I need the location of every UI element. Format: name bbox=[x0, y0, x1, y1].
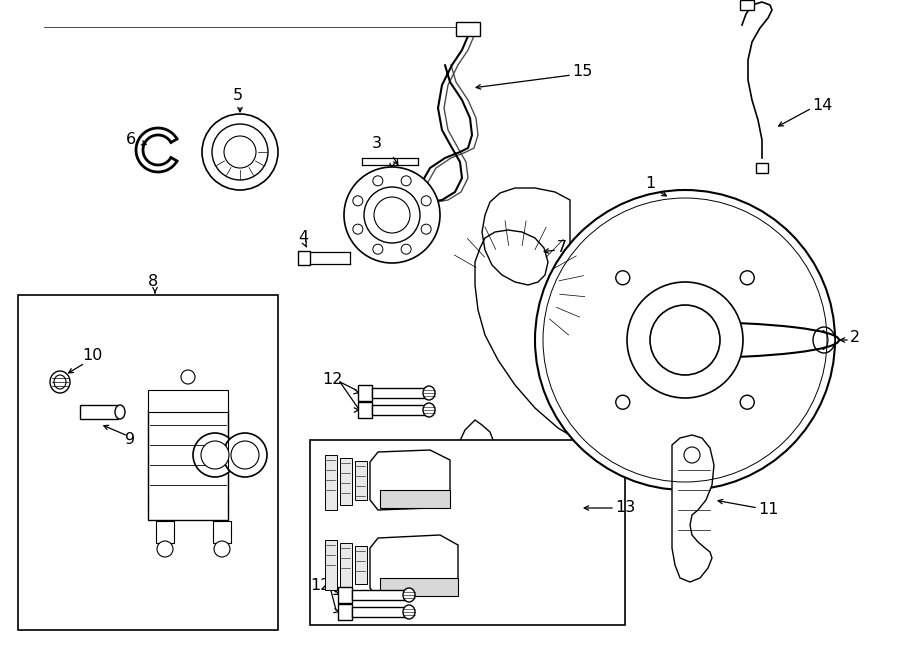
Text: 4: 4 bbox=[298, 231, 308, 245]
Bar bbox=[352, 607, 407, 617]
Circle shape bbox=[684, 447, 700, 463]
Text: 7: 7 bbox=[557, 241, 567, 256]
Bar bbox=[372, 405, 427, 415]
Text: 15: 15 bbox=[572, 65, 592, 79]
Text: 13: 13 bbox=[615, 500, 635, 516]
Polygon shape bbox=[475, 188, 592, 445]
Ellipse shape bbox=[423, 386, 435, 400]
Circle shape bbox=[353, 196, 363, 206]
Text: 6: 6 bbox=[126, 132, 136, 147]
Circle shape bbox=[616, 271, 630, 285]
Circle shape bbox=[374, 197, 410, 233]
Ellipse shape bbox=[50, 371, 70, 393]
Bar bbox=[148, 390, 228, 412]
Text: 12: 12 bbox=[322, 373, 342, 387]
Text: 14: 14 bbox=[812, 98, 833, 112]
Circle shape bbox=[421, 196, 431, 206]
Ellipse shape bbox=[403, 588, 415, 602]
Bar bbox=[358, 402, 372, 418]
Bar bbox=[213, 521, 231, 543]
Circle shape bbox=[401, 244, 411, 254]
Circle shape bbox=[344, 167, 440, 263]
Text: 1: 1 bbox=[645, 176, 655, 190]
Text: 12: 12 bbox=[310, 578, 330, 592]
Circle shape bbox=[373, 176, 382, 186]
Circle shape bbox=[373, 244, 382, 254]
Circle shape bbox=[201, 441, 229, 469]
Circle shape bbox=[231, 441, 259, 469]
Ellipse shape bbox=[115, 405, 125, 419]
Circle shape bbox=[202, 114, 278, 190]
Bar bbox=[310, 440, 625, 625]
Ellipse shape bbox=[54, 375, 66, 389]
Circle shape bbox=[401, 176, 411, 186]
Bar bbox=[358, 385, 372, 401]
Bar bbox=[456, 22, 480, 36]
Circle shape bbox=[223, 433, 267, 477]
Circle shape bbox=[627, 282, 743, 398]
Text: 2: 2 bbox=[850, 330, 860, 346]
Polygon shape bbox=[370, 535, 458, 598]
Polygon shape bbox=[452, 420, 498, 522]
Circle shape bbox=[616, 395, 630, 409]
Circle shape bbox=[212, 124, 268, 180]
Polygon shape bbox=[672, 435, 714, 582]
Bar bbox=[355, 546, 367, 584]
Bar bbox=[372, 388, 427, 398]
Text: 5: 5 bbox=[233, 87, 243, 102]
Text: 9: 9 bbox=[125, 432, 135, 447]
Bar bbox=[756, 163, 768, 173]
Circle shape bbox=[224, 136, 256, 168]
Circle shape bbox=[650, 305, 720, 375]
Circle shape bbox=[364, 187, 420, 243]
Text: 8: 8 bbox=[148, 274, 158, 290]
Polygon shape bbox=[370, 450, 450, 510]
Bar bbox=[18, 295, 278, 630]
Bar bbox=[355, 461, 367, 500]
Bar bbox=[80, 405, 118, 419]
Bar bbox=[156, 521, 174, 543]
Circle shape bbox=[740, 271, 754, 285]
Text: 3: 3 bbox=[372, 136, 382, 151]
Bar bbox=[148, 410, 228, 520]
Circle shape bbox=[193, 433, 237, 477]
Text: 11: 11 bbox=[758, 502, 778, 518]
Bar bbox=[352, 590, 407, 600]
Bar bbox=[298, 251, 310, 265]
Ellipse shape bbox=[813, 327, 835, 353]
Bar bbox=[740, 0, 754, 10]
Bar bbox=[325, 540, 337, 590]
Bar bbox=[340, 543, 352, 587]
Circle shape bbox=[157, 541, 173, 557]
Bar bbox=[340, 458, 352, 505]
Circle shape bbox=[535, 190, 835, 490]
Bar bbox=[380, 578, 458, 596]
Circle shape bbox=[740, 395, 754, 409]
Bar bbox=[338, 587, 352, 603]
Circle shape bbox=[353, 224, 363, 234]
Circle shape bbox=[421, 224, 431, 234]
Circle shape bbox=[181, 370, 195, 384]
Bar bbox=[380, 490, 450, 508]
Bar bbox=[325, 455, 337, 510]
Bar bbox=[338, 604, 352, 620]
Circle shape bbox=[214, 541, 230, 557]
Text: 10: 10 bbox=[82, 348, 103, 362]
Ellipse shape bbox=[423, 403, 435, 417]
Ellipse shape bbox=[403, 605, 415, 619]
